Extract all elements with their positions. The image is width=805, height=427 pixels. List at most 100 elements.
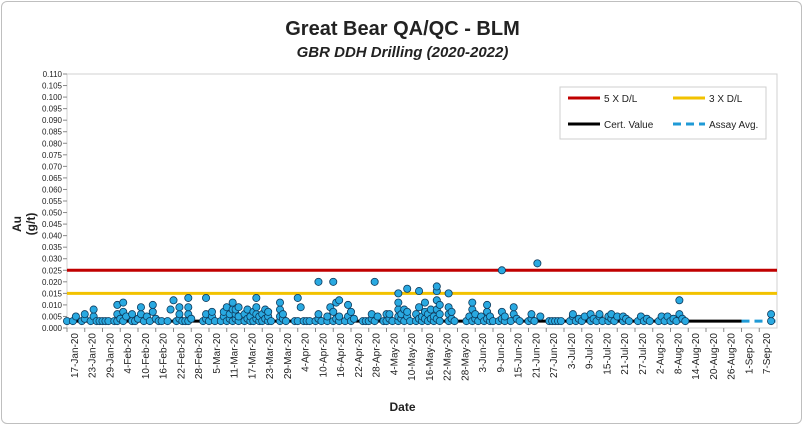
data-point <box>625 317 634 326</box>
data-point <box>234 303 243 312</box>
x-tick-label: 17-Mar-20 <box>247 333 258 380</box>
data-point <box>415 287 424 296</box>
data-point <box>175 310 184 319</box>
data-point <box>557 317 566 326</box>
x-tick-label: 10-Apr-20 <box>318 333 329 378</box>
data-point <box>394 298 403 307</box>
data-point <box>435 300 444 309</box>
x-tick-label: 21-Jun-20 <box>531 333 542 378</box>
x-tick-label: 28-Feb-20 <box>194 333 205 380</box>
y-tick-label: 0.025 <box>42 266 63 275</box>
y-tick-label: 0.045 <box>42 220 63 229</box>
data-point <box>207 307 216 316</box>
y-tick-label: 0.100 <box>42 93 63 102</box>
x-tick-label: 20-Aug-20 <box>709 333 720 380</box>
x-tick-label: 2-Aug-20 <box>656 333 667 375</box>
data-point <box>435 317 444 326</box>
x-tick-label: 16-Feb-20 <box>159 333 170 380</box>
y-tick-label: 0.010 <box>42 301 63 310</box>
data-point <box>344 300 353 309</box>
x-tick-label: 16-Apr-20 <box>336 333 347 378</box>
y-tick-label: 0.105 <box>42 82 63 91</box>
data-point <box>314 310 323 319</box>
data-point <box>675 296 684 305</box>
data-point <box>468 298 477 307</box>
data-point <box>645 317 654 326</box>
data-point <box>323 312 332 321</box>
x-tick-label: 27-Jun-20 <box>549 333 560 378</box>
data-point <box>148 300 157 309</box>
data-point <box>184 293 193 302</box>
x-tick-label: 3-Jun-20 <box>478 333 489 373</box>
data-point <box>163 317 172 326</box>
data-point <box>536 312 545 321</box>
x-tick-label: 22-Apr-20 <box>354 333 365 378</box>
x-tick-label: 15-Jul-20 <box>602 333 613 375</box>
x-tick-label: 28-May-20 <box>460 333 471 381</box>
y-tick-label: 0.065 <box>42 174 63 183</box>
legend-label: 3 X D/L <box>709 94 743 105</box>
data-point <box>278 310 287 319</box>
x-tick-label: 23-Mar-20 <box>265 333 276 380</box>
data-point <box>346 307 355 316</box>
y-tick-label: 0.070 <box>42 162 63 171</box>
chart-subtitle: GBR DDH Drilling (2020-2022) <box>296 44 509 61</box>
y-tick-label: 0.005 <box>42 312 63 321</box>
y-tick-label: 0.110 <box>43 70 63 79</box>
y-tick-label: 0.035 <box>42 243 63 252</box>
y-tick-label: 0.050 <box>42 209 63 218</box>
data-point <box>681 317 690 326</box>
data-point <box>136 303 145 312</box>
x-tick-label: 22-Feb-20 <box>176 333 187 380</box>
data-point <box>403 284 412 293</box>
data-point <box>264 307 273 316</box>
y-tick-label: 0.000 <box>42 324 63 333</box>
x-tick-label: 11-Mar-20 <box>230 333 241 379</box>
data-point <box>450 317 459 326</box>
data-point <box>184 303 193 312</box>
x-tick-label: 22-May-20 <box>443 333 454 381</box>
chart-title: Great Bear QA/QC - BLM <box>285 18 520 40</box>
data-point <box>175 303 184 312</box>
data-point <box>533 259 542 268</box>
legend-box <box>559 86 767 140</box>
data-point <box>71 312 80 321</box>
legend-label: 5 X D/L <box>604 94 638 105</box>
data-point <box>314 277 323 286</box>
data-point <box>403 307 412 316</box>
data-point <box>435 310 444 319</box>
y-tick-label: 0.085 <box>42 128 63 137</box>
x-tick-label: 26-Aug-20 <box>727 333 738 380</box>
data-point <box>527 310 536 319</box>
y-tick-label: 0.095 <box>42 105 63 114</box>
y-tick-label: 0.075 <box>42 151 63 160</box>
data-point <box>128 310 137 319</box>
x-axis-label: Date <box>389 400 416 414</box>
x-tick-label: 1-Sep-20 <box>744 333 755 375</box>
data-point <box>432 282 441 291</box>
data-point <box>767 317 776 326</box>
data-point <box>530 317 539 326</box>
x-tick-label: 10-May-20 <box>407 333 418 381</box>
x-tick-label: 8-Aug-20 <box>673 333 684 375</box>
legend-label: Assay Avg. <box>709 120 758 131</box>
data-point <box>394 289 403 298</box>
data-point <box>370 277 379 286</box>
x-tick-label: 9-Jun-20 <box>496 333 507 373</box>
data-point <box>385 310 394 319</box>
x-tick-label: 23-Jan-20 <box>88 333 99 378</box>
x-tick-label: 28-Apr-20 <box>372 333 383 378</box>
data-point <box>497 266 506 275</box>
data-point <box>166 305 175 314</box>
y-tick-label: 0.015 <box>42 289 63 298</box>
data-point <box>568 310 577 319</box>
data-point <box>329 277 338 286</box>
data-point <box>169 296 178 305</box>
data-point <box>296 303 305 312</box>
data-point <box>329 307 338 316</box>
x-tick-label: 10-Feb-20 <box>141 333 152 380</box>
y-tick-label: 0.040 <box>42 232 63 241</box>
x-tick-label: 27-Jul-20 <box>638 333 649 375</box>
